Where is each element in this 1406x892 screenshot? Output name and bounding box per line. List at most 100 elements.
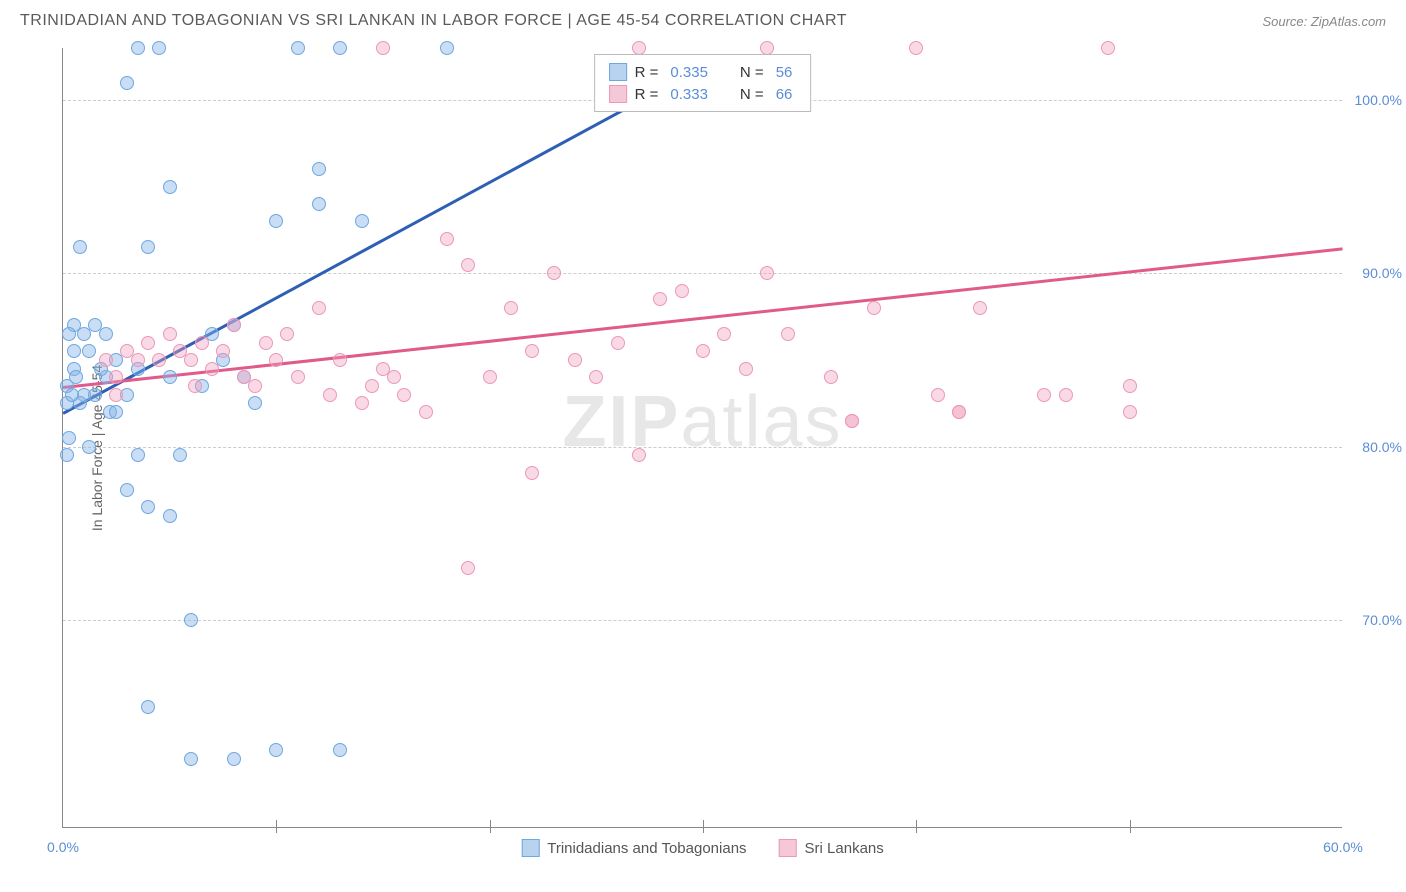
correlation-legend: R =0.335N =56R =0.333N =66 [594,54,812,112]
data-point [280,327,294,341]
data-point [73,240,87,254]
legend-swatch [609,63,627,81]
data-point [525,344,539,358]
data-point [62,327,76,341]
legend-label: Sri Lankans [805,840,884,857]
data-point [152,353,166,367]
data-point [717,327,731,341]
y-tick-label: 80.0% [1362,439,1402,455]
legend-r-prefix: R = [635,64,659,81]
data-point [248,379,262,393]
data-point [69,370,83,384]
data-point [184,752,198,766]
grid-line-vertical [916,820,917,828]
data-point [376,41,390,55]
legend-label: Trinidadians and Tobagonians [547,840,746,857]
data-point [109,388,123,402]
data-point [259,336,273,350]
data-point [323,388,337,402]
data-point [781,327,795,341]
legend-row: R =0.333N =66 [609,83,797,105]
data-point [525,466,539,480]
data-point [173,448,187,462]
legend-swatch [521,839,539,857]
data-point [760,41,774,55]
y-tick-label: 100.0% [1355,92,1402,108]
data-point [227,752,241,766]
data-point [120,76,134,90]
data-point [1059,388,1073,402]
data-point [547,266,561,280]
data-point [184,353,198,367]
data-point [440,41,454,55]
data-point [184,613,198,627]
data-point [291,370,305,384]
data-point [1037,388,1051,402]
data-point [387,370,401,384]
data-point [109,405,123,419]
data-point [397,388,411,402]
data-point [248,396,262,410]
x-tick-label: 0.0% [47,839,79,855]
data-point [1123,405,1137,419]
grid-line-horizontal [63,447,1342,448]
data-point [461,561,475,575]
data-point [312,197,326,211]
data-point [675,284,689,298]
data-point [653,292,667,306]
data-point [589,370,603,384]
data-point [909,41,923,55]
data-point [269,214,283,228]
data-point [269,353,283,367]
data-point [269,743,283,757]
grid-line-vertical [1130,820,1131,828]
data-point [67,344,81,358]
data-point [131,353,145,367]
data-point [141,700,155,714]
trend-line [63,247,1343,388]
data-point [973,301,987,315]
x-tick-label: 60.0% [1323,839,1363,855]
watermark: ZIPatlas [562,381,842,463]
data-point [483,370,497,384]
data-point [152,41,166,55]
data-point [99,353,113,367]
data-point [952,405,966,419]
data-point [333,41,347,55]
data-point [131,448,145,462]
legend-r-prefix: R = [635,86,659,103]
data-point [504,301,518,315]
data-point [1101,41,1115,55]
data-point [163,180,177,194]
data-point [760,266,774,280]
data-point [845,414,859,428]
legend-swatch [779,839,797,857]
data-point [355,214,369,228]
source-label: Source: ZipAtlas.com [1262,14,1386,29]
legend-row: R =0.335N =56 [609,61,797,83]
data-point [227,318,241,332]
grid-line-vertical [276,820,277,828]
data-point [611,336,625,350]
legend-swatch [609,85,627,103]
data-point [163,327,177,341]
data-point [931,388,945,402]
data-point [141,240,155,254]
data-point [163,370,177,384]
data-point [60,448,74,462]
data-point [333,353,347,367]
y-tick-label: 90.0% [1362,265,1402,281]
legend-r-value: 0.333 [670,86,708,103]
data-point [312,301,326,315]
data-point [120,483,134,497]
data-point [739,362,753,376]
data-point [568,353,582,367]
legend-n-value: 56 [776,64,793,81]
data-point [163,509,177,523]
grid-line-horizontal [63,273,1342,274]
data-point [109,370,123,384]
data-point [419,405,433,419]
data-point [99,327,113,341]
legend-n-prefix: N = [740,64,764,81]
data-point [131,41,145,55]
